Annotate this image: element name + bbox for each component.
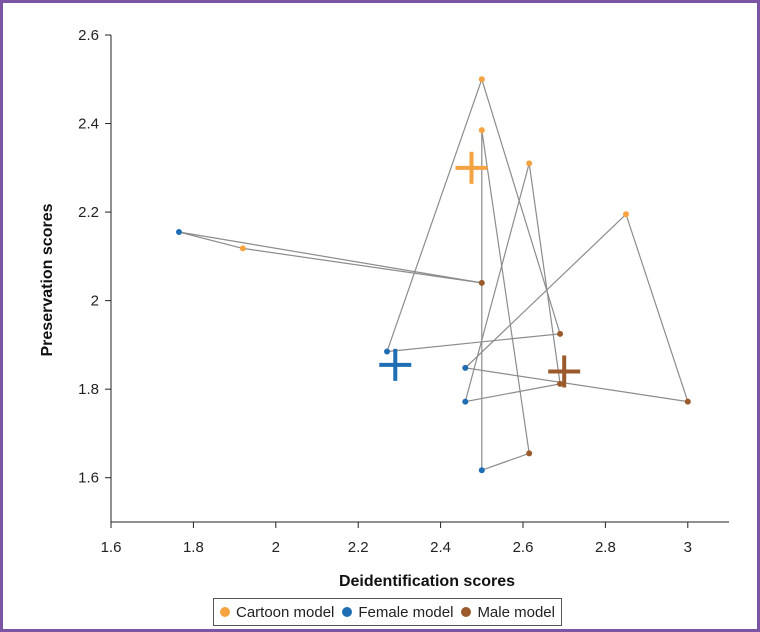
mean-marker	[455, 151, 488, 184]
x-tick-label: 3	[684, 539, 692, 556]
x-axis-title: Deidentification scores	[339, 573, 515, 590]
legend: Cartoon model Female model Male model	[213, 598, 562, 626]
data-point	[557, 330, 564, 337]
x-tick-label: 2.2	[348, 539, 369, 556]
mean-marker	[548, 355, 581, 388]
data-point	[623, 211, 629, 218]
data-point	[478, 279, 485, 286]
y-axis-title: Preservation scores	[39, 203, 56, 356]
legend-label: Male model	[477, 603, 555, 621]
data-point	[526, 160, 533, 167]
mean-markers	[379, 151, 581, 388]
data-point	[684, 398, 691, 405]
data-point	[478, 76, 485, 83]
x-tick-label: 1.6	[101, 539, 122, 556]
cartoon-dot-icon	[220, 607, 230, 617]
data-point	[175, 229, 182, 236]
legend-item-male: Male model	[461, 604, 555, 621]
data-points	[175, 76, 691, 474]
y-tick-label: 1.8	[78, 381, 99, 398]
x-tick-label: 2.4	[430, 539, 451, 556]
legend-item-cartoon: Cartoon model	[220, 604, 334, 621]
connection-lines	[178, 77, 689, 472]
connection-line	[481, 130, 530, 472]
y-tick-label: 1.6	[78, 470, 99, 487]
axes: 1.6 1.8 2 2.2 2.4 2.6 2.8 3 1.6 1.8 2 2.2 2.4 2.6	[78, 27, 729, 556]
x-tick-label: 2.6	[513, 539, 534, 556]
data-point	[462, 398, 469, 405]
data-point	[239, 245, 246, 252]
legend-item-female: Female model	[342, 604, 453, 621]
connection-line	[464, 163, 561, 403]
connection-line	[464, 213, 689, 403]
x-tick-label: 1.8	[183, 539, 204, 556]
data-point	[478, 467, 485, 474]
mean-marker	[379, 348, 412, 381]
y-tick-label: 2.4	[78, 116, 99, 133]
connection-line	[178, 231, 482, 284]
x-tick-label: 2.8	[595, 539, 616, 556]
female-dot-icon	[342, 607, 353, 617]
legend-label: Cartoon model	[236, 603, 335, 621]
y-tick-label: 2.6	[78, 27, 99, 44]
male-dot-icon	[461, 607, 472, 617]
y-tick-label: 2.2	[78, 204, 99, 221]
y-tick-label: 2	[91, 293, 99, 310]
data-point	[384, 348, 391, 355]
connection-line	[386, 77, 561, 353]
data-point	[526, 450, 533, 457]
data-point	[462, 364, 469, 371]
x-tick-label: 2	[272, 539, 280, 556]
data-point	[478, 127, 485, 134]
legend-label: Female model	[358, 603, 454, 621]
data-point	[557, 380, 564, 387]
